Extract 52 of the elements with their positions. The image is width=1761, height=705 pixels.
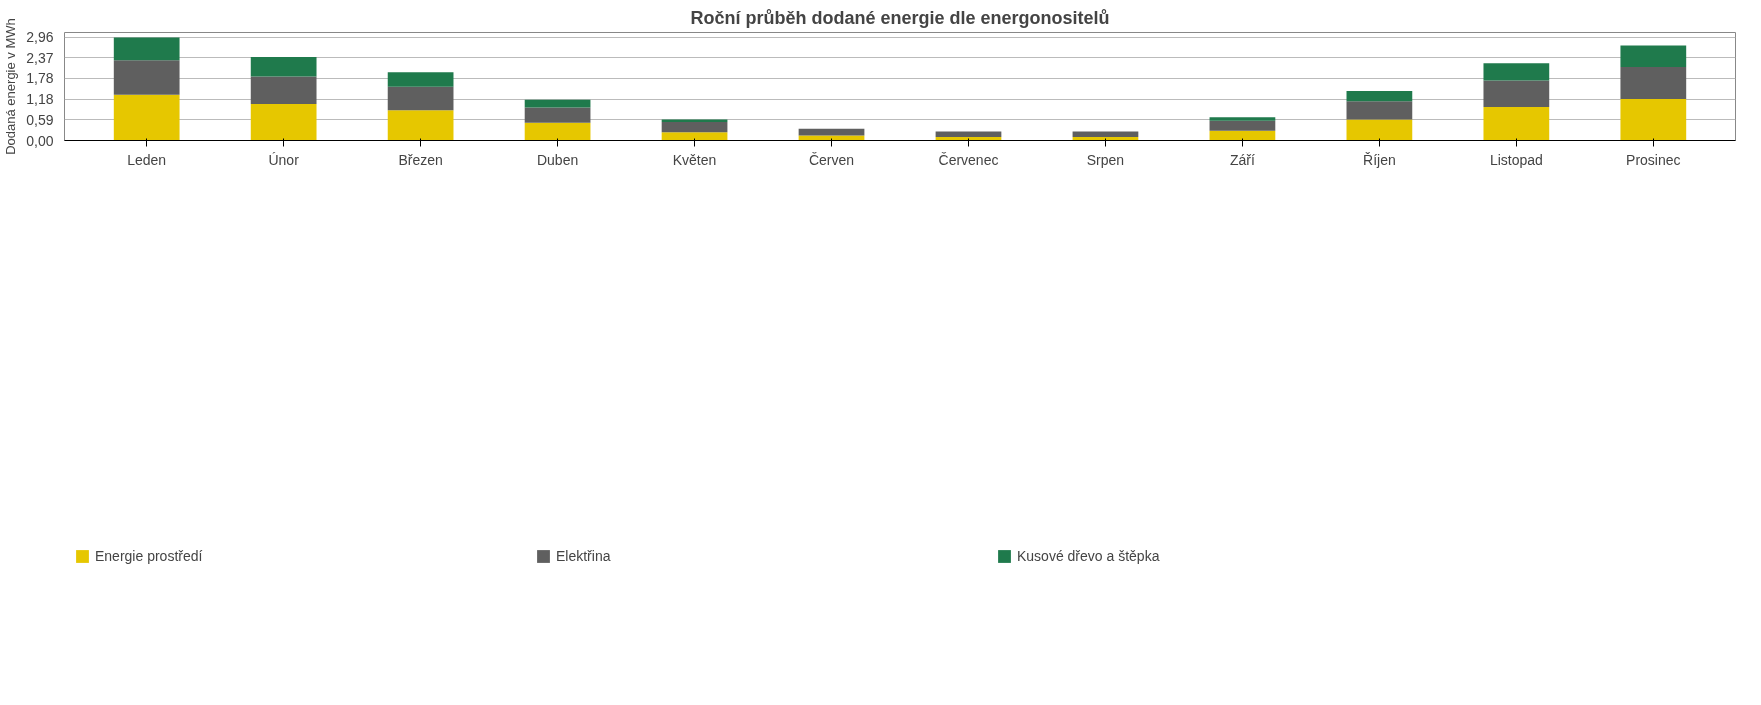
x-tick-label: Srpen [1086, 151, 1125, 168]
bar [524, 99, 591, 108]
x-tick-label: Říjen [1363, 151, 1396, 168]
y-axis-title: Dodaná energie v MWh [3, 18, 19, 155]
x-tick-label: Leden [127, 151, 167, 168]
bar [113, 60, 180, 95]
bar [1620, 45, 1687, 67]
x-tick-label: Prosinec [1626, 151, 1681, 168]
bar [113, 94, 180, 141]
bar [1620, 99, 1687, 141]
bar [250, 103, 317, 141]
y-tick-label: 1,78 [26, 70, 54, 87]
x-tick-label: Listopad [1489, 151, 1543, 168]
bar [1209, 130, 1276, 141]
x-tick-label: Březen [398, 151, 443, 168]
y-tick-label: 1,18 [26, 91, 54, 108]
bar [1346, 91, 1413, 102]
bar [1209, 117, 1276, 121]
bar [1483, 63, 1550, 81]
y-tick-label: 0,59 [26, 111, 54, 128]
bar [250, 56, 317, 77]
bar [1346, 101, 1413, 120]
bar [524, 107, 591, 123]
bar [387, 86, 454, 111]
bar [387, 72, 454, 87]
bar [1072, 131, 1139, 138]
x-tick-label: Červenec [938, 151, 999, 168]
bar [387, 110, 454, 141]
bar [1483, 80, 1550, 108]
legend-label: Kusové dřevo a štěpka [1017, 548, 1161, 564]
chart-title: Roční průběh dodané energie dle energonositelů [690, 7, 1110, 28]
x-tick-label: Květen [672, 151, 717, 168]
x-tick-label: Duben [536, 151, 579, 168]
legend-label: Energie prostředí [95, 548, 204, 564]
y-tick-label: 2,96 [26, 29, 54, 46]
bar [1483, 107, 1550, 141]
bar [1209, 120, 1276, 131]
bar [661, 132, 728, 141]
bar [661, 122, 728, 133]
bar [1346, 119, 1413, 141]
x-tick-label: Červen [808, 151, 855, 168]
y-tick-label: 0,00 [26, 132, 54, 149]
x-tick-label: Září [1229, 151, 1255, 168]
legend-label: Elektřina [556, 548, 612, 564]
x-tick-label: Únor [268, 151, 300, 168]
bar [113, 37, 180, 61]
bar [935, 131, 1002, 138]
bar [798, 128, 865, 136]
bar [250, 76, 317, 104]
bar [1620, 66, 1687, 100]
bar [524, 122, 591, 141]
y-tick-label: 2,37 [26, 49, 54, 66]
